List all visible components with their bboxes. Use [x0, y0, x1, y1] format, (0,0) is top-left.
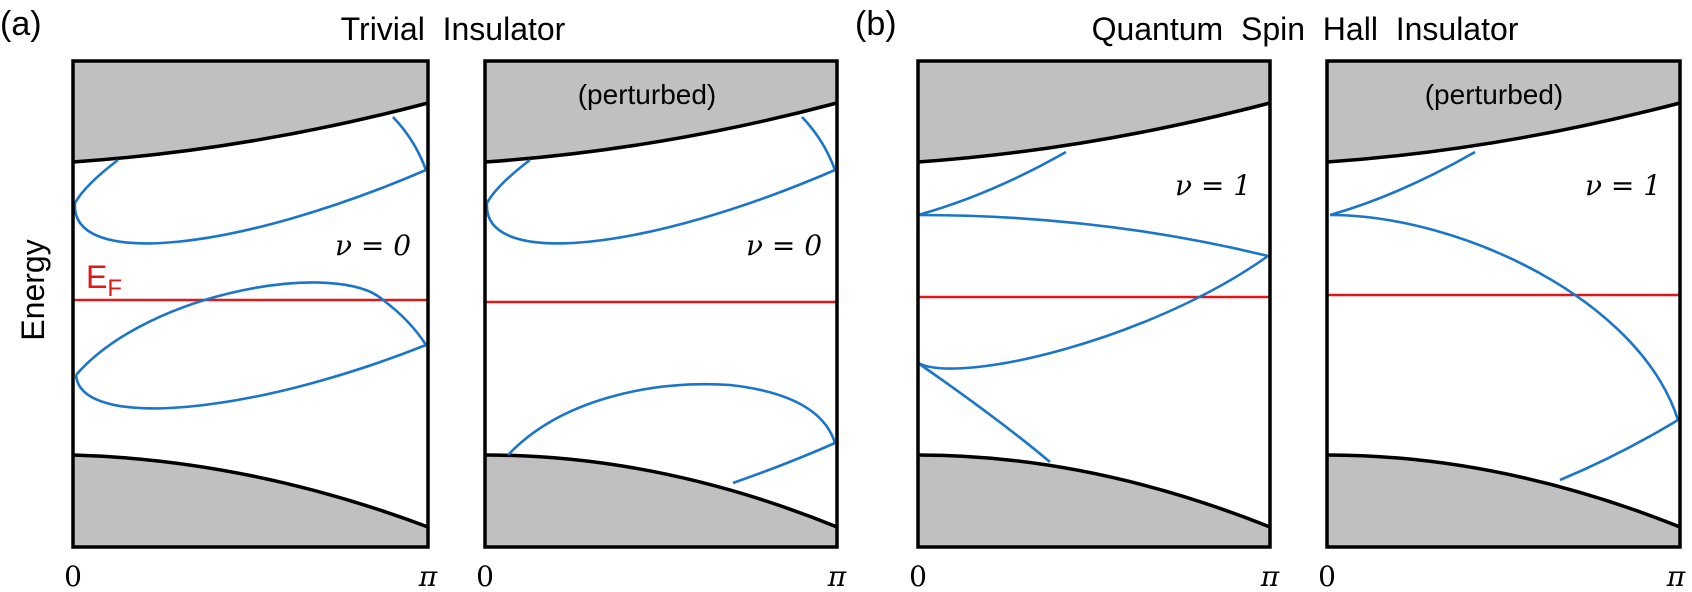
valence-band-edge	[1326, 453, 1681, 529]
panel-frame	[916, 59, 1272, 549]
edge-state-crossing-down	[917, 213, 1269, 258]
topological-invariant-label: ν = 0	[746, 229, 822, 262]
edge-state-lower-loop-bottom	[74, 343, 427, 410]
edge-state-crossing-up	[917, 254, 1269, 370]
x-tick-pi: π	[418, 560, 438, 592]
edge-state-upper-left	[485, 158, 531, 204]
edge-state-upper	[1329, 150, 1476, 217]
energy-axis-label: Energy	[15, 239, 51, 340]
panel-frame	[1325, 59, 1682, 549]
edge-state-lower-right	[732, 441, 836, 485]
x-tick-0: 0	[1318, 560, 1336, 592]
edge-state-upper-right	[801, 116, 837, 171]
title-quantum-spin-hall-insulator: Quantum Spin Hall Insulator	[1092, 11, 1519, 47]
panel-trivial: ν = 0 0 π	[64, 59, 438, 592]
panel-a-label: (a)	[0, 5, 42, 43]
panel-qsh-perturbed: (perturbed) ν = 1 0 π	[1318, 59, 1686, 592]
conduction-band-edge	[484, 101, 838, 164]
conduction-band	[1327, 61, 1680, 162]
x-tick-0: 0	[909, 560, 927, 592]
edge-state-lower-loop-top	[75, 281, 428, 376]
valence-band	[73, 455, 428, 547]
edge-state-upper-right	[392, 116, 428, 171]
edge-state-lower-loop	[507, 383, 837, 456]
perturbed-tag: (perturbed)	[1425, 79, 1564, 110]
fermi-level-label-main: E	[86, 259, 107, 295]
conduction-band	[73, 61, 428, 162]
topological-invariant-label: ν = 0	[335, 229, 411, 262]
valence-band-edge	[917, 453, 1271, 529]
valence-band	[485, 455, 837, 547]
conduction-band	[918, 61, 1270, 162]
conduction-band-edge	[72, 101, 429, 164]
panel-frame	[71, 59, 430, 549]
topological-invariant-label: ν = 1	[1175, 169, 1251, 202]
perturbed-tag: (perturbed)	[578, 79, 717, 110]
topological-invariant-label: ν = 1	[1585, 169, 1661, 202]
conduction-band-edge	[1326, 101, 1681, 164]
valence-band-edge	[72, 453, 429, 529]
fermi-level-label-sub: F	[107, 275, 122, 302]
edge-state-upper-loop	[73, 168, 427, 245]
panel-b-label: (b)	[855, 5, 897, 43]
valence-band-edge	[484, 453, 838, 529]
edge-state-crossing	[1329, 213, 1680, 421]
panel-frame	[483, 59, 839, 549]
panel-qsh: ν = 1 0 π	[909, 59, 1280, 592]
title-trivial-insulator: Trivial Insulator	[341, 11, 566, 47]
x-tick-pi: π	[827, 560, 847, 592]
panel-trivial-perturbed: (perturbed) ν = 0 0 π	[476, 59, 847, 592]
edge-state-lower	[917, 361, 1051, 463]
x-tick-pi: π	[1260, 560, 1280, 592]
x-tick-0: 0	[476, 560, 494, 592]
valence-band	[1327, 455, 1680, 547]
fermi-level-label: EF	[86, 259, 122, 302]
conduction-band	[485, 61, 837, 162]
x-tick-0: 0	[64, 560, 82, 592]
edge-state-upper-loop	[485, 168, 836, 245]
edge-state-upper	[917, 150, 1067, 217]
edge-state-lower	[1559, 418, 1679, 482]
x-tick-pi: π	[1666, 560, 1686, 592]
valence-band	[918, 455, 1270, 547]
conduction-band-edge	[917, 101, 1271, 164]
edge-state-upper-left	[73, 158, 119, 204]
